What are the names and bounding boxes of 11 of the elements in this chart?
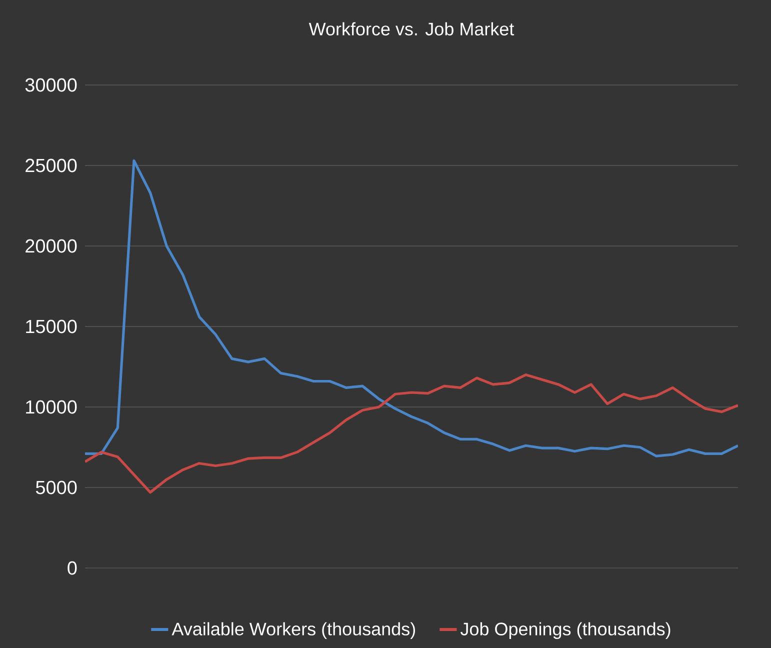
- legend-label: Available Workers (thousands): [172, 622, 415, 639]
- y-tick-label: 30000: [25, 78, 77, 92]
- legend-label: Job Openings (thousands): [460, 622, 670, 639]
- y-tick-label: 5000: [36, 480, 77, 494]
- y-tick-label: 0: [68, 561, 77, 575]
- y-tick-label: 25000: [26, 158, 77, 172]
- y-tick-label: 10000: [26, 400, 77, 414]
- line-series: [85, 159, 738, 458]
- y-tick-label: 20000: [26, 239, 77, 253]
- y-tick-label: 15000: [26, 320, 77, 334]
- chart-title: Workforce vs. Job Market: [308, 22, 514, 36]
